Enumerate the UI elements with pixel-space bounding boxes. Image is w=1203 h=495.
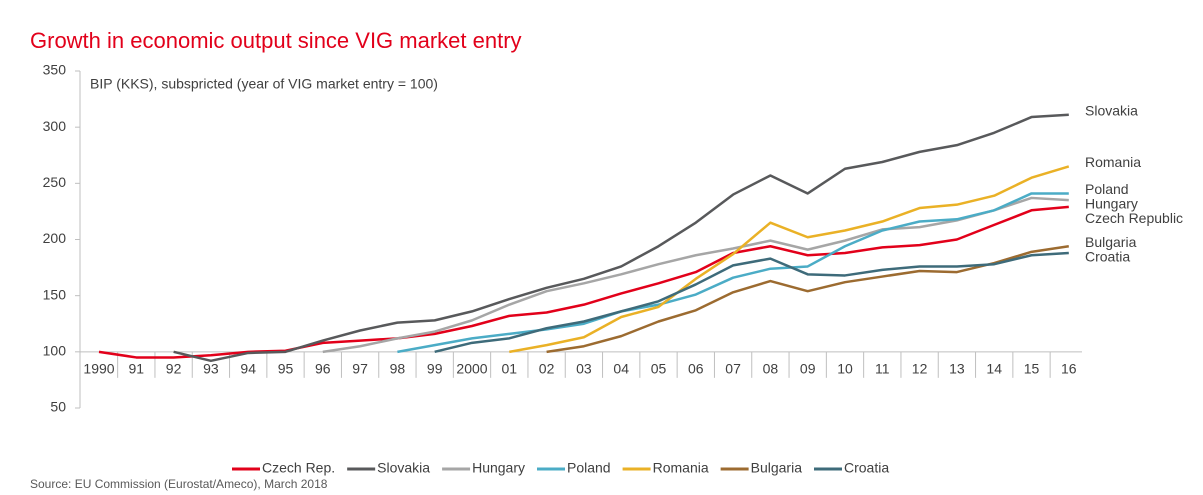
series-line [546,245,1069,354]
end-label: Slovakia [1085,103,1138,119]
y-tick-label: 250 [43,174,67,190]
x-tick-label: 04 [613,361,629,377]
x-tick-label: 13 [949,361,965,377]
legend-label: Croatia [844,460,889,476]
legend-label: Bulgaria [751,460,803,476]
legend-label: Romania [653,460,709,476]
y-tick-label: 200 [43,230,67,246]
x-tick-label: 03 [576,361,592,377]
x-tick-label: 12 [912,361,928,377]
x-tick-label: 01 [502,361,518,377]
x-tick-label: 1990 [83,361,114,377]
x-tick-label: 97 [352,361,368,377]
x-tick-label: 92 [166,361,182,377]
end-label: Bulgaria [1085,234,1137,250]
x-tick-label: 16 [1061,361,1077,377]
x-tick-label: 06 [688,361,704,377]
x-tick-label: 91 [129,361,145,377]
end-label: Czech Republic [1085,210,1183,226]
series-line [397,192,1069,354]
series-line [173,113,1069,363]
legend-label: Slovakia [377,460,430,476]
end-label: Hungary [1085,196,1138,212]
legend-label: Czech Rep. [262,460,335,476]
x-tick-label: 11 [875,361,890,377]
y-tick-label: 150 [43,286,67,302]
x-tick-label: 07 [725,361,741,377]
x-tick-label: 94 [240,361,256,377]
x-tick-label: 14 [986,361,1002,377]
x-tick-label: 98 [390,361,406,377]
x-tick-label: 10 [837,361,853,377]
y-tick-label: 50 [50,399,66,415]
x-tick-label: 08 [763,361,779,377]
x-tick-label: 95 [278,361,294,377]
source: Source: EU Commission (Eurostat/Ameco), … [30,477,328,491]
chart-title: Growth in economic output since VIG mark… [30,28,522,53]
x-tick-label: 02 [539,361,555,377]
end-label: Croatia [1085,248,1130,264]
x-tick-label: 96 [315,361,331,377]
y-tick-label: 350 [43,62,67,78]
series-line [434,251,1069,354]
y-tick-label: 300 [43,118,67,134]
series-line [322,196,1069,354]
y-tick-label: 100 [43,343,67,359]
x-tick-label: 2000 [456,361,487,377]
x-tick-label: 09 [800,361,816,377]
x-tick-label: 93 [203,361,219,377]
legend-label: Poland [567,460,611,476]
end-label: Romania [1085,154,1141,170]
x-tick-label: 05 [651,361,667,377]
x-tick-label: 15 [1024,361,1040,377]
end-label: Poland [1085,181,1129,197]
series-line [509,165,1070,354]
x-tick-label: 99 [427,361,443,377]
chart-subtitle: BIP (KKS), subspricted (year of VIG mark… [90,76,438,92]
legend-label: Hungary [472,460,525,476]
